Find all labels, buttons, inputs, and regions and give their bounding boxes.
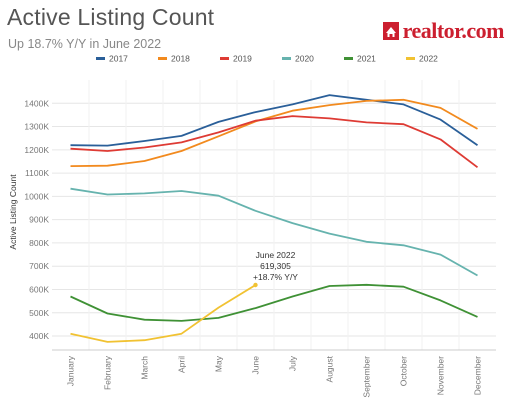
x-axis: January February March April May June July Augu…: [66, 355, 483, 397]
legend-swatch-2020: [282, 57, 291, 60]
legend-swatch-2017: [96, 57, 105, 60]
annotation-line: +18.7% Y/Y: [253, 272, 298, 282]
y-tick-label: 500K: [29, 308, 49, 318]
series-line-2020: [70, 187, 478, 277]
y-tick-label: 1000K: [24, 191, 49, 201]
x-tick-label: May: [214, 355, 224, 372]
house-icon: [382, 22, 399, 40]
chart-title: Active Listing Count: [7, 4, 215, 30]
series-line-2019: [70, 115, 479, 169]
y-tick-label: 400K: [29, 331, 49, 341]
y-tick-label: 900K: [29, 215, 49, 225]
x-tick-label: December: [473, 356, 483, 395]
series-line-2022: [70, 284, 256, 343]
y-tick-label: 700K: [29, 261, 49, 271]
legend-swatch-2022: [406, 57, 415, 60]
x-tick-label: April: [177, 356, 187, 373]
legend-label-2020: 2020: [295, 54, 314, 64]
legend: 2017 2018 2019 2020 2021 2022: [96, 54, 438, 64]
y-tick-label: 600K: [29, 284, 49, 294]
y-tick-label: 1100K: [25, 168, 49, 178]
series-lines: [70, 94, 479, 343]
series-line-2021: [70, 283, 478, 322]
y-tick-label: 1400K: [24, 98, 49, 108]
chart-subtitle: Up 18.7% Y/Y in June 2022: [8, 37, 162, 51]
y-axis-label: Active Listing Count: [8, 174, 18, 250]
annotation-line: 619,305: [260, 261, 291, 271]
series-line-2017: [70, 94, 479, 147]
grid: [52, 80, 496, 351]
legend-label-2018: 2018: [171, 54, 190, 64]
realtor-logo: realtor.com: [382, 18, 505, 44]
y-tick-label: 1300K: [24, 122, 49, 132]
legend-label-2021: 2021: [357, 54, 376, 64]
x-tick-label: July: [288, 355, 298, 371]
legend-label-2019: 2019: [233, 54, 252, 64]
x-tick-label: August: [325, 355, 335, 382]
x-tick-label: March: [140, 356, 150, 380]
legend-swatch-2021: [344, 57, 353, 60]
y-tick-label: 800K: [29, 238, 49, 248]
logo-text: realtor.com: [402, 18, 505, 43]
x-tick-label: February: [103, 355, 113, 390]
annotation-point: [253, 282, 258, 288]
x-tick-label: January: [66, 355, 76, 386]
series-line-2018: [70, 98, 478, 167]
y-tick-label: 1200K: [24, 145, 49, 155]
y-axis: 400K 500K 600K 700K 800K 900K 1000K 1100K 1200K 1…: [24, 98, 49, 341]
x-tick-label: October: [399, 356, 409, 386]
legend-swatch-2018: [158, 57, 167, 60]
legend-swatch-2019: [220, 57, 229, 60]
legend-label-2017: 2017: [109, 54, 128, 64]
x-tick-label: September: [362, 356, 372, 398]
x-tick-label: November: [436, 356, 446, 395]
annotation-line: June 2022: [256, 250, 296, 260]
legend-label-2022: 2022: [419, 54, 438, 64]
x-tick-label: June: [251, 356, 261, 375]
